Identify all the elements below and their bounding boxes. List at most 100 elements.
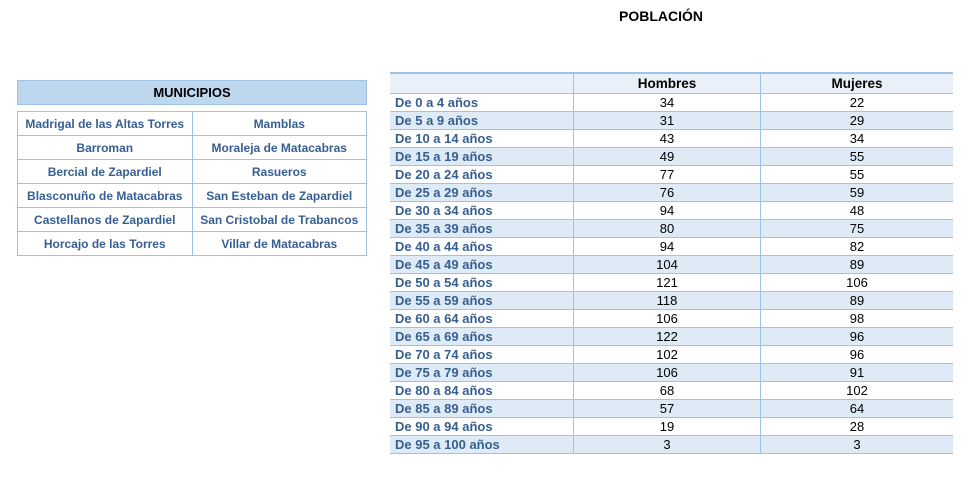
mujeres-value-cell: 98: [760, 310, 953, 327]
mujeres-value-cell: 34: [760, 130, 953, 147]
hombres-value-cell: 49: [573, 148, 760, 165]
mujeres-value-cell: 28: [760, 418, 953, 435]
hombres-value-cell: 77: [573, 166, 760, 183]
age-row: De 25 a 29 años 76 59: [390, 184, 953, 202]
age-label-cell: De 0 a 4 años: [395, 95, 479, 110]
age-row: De 30 a 34 años 94 48: [390, 202, 953, 220]
age-label-cell: De 95 a 100 años: [395, 437, 500, 452]
age-row: De 75 a 79 años 106 91: [390, 364, 953, 382]
population-table: Hombres Mujeres De 0 a 4 años 34 22 De 5 a …: [390, 72, 953, 454]
age-label-cell: De 30 a 34 años: [395, 203, 493, 218]
municipality-cell: San Esteban de Zapardiel: [191, 183, 367, 208]
municipality-cell: Moraleja de Matacabras: [191, 135, 367, 160]
municipios-body: Madrigal de las Altas Torres Mamblas Barro…: [17, 111, 367, 256]
mujeres-value-cell: 89: [760, 292, 953, 309]
age-label-cell: De 35 a 39 años: [395, 221, 493, 236]
municipality-cell: Barroman: [17, 135, 193, 160]
age-label-cell: De 75 a 79 años: [395, 365, 493, 380]
mujeres-value-cell: 102: [760, 382, 953, 399]
municipality-cell: Villar de Matacabras: [191, 231, 367, 256]
age-label-cell: De 40 a 44 años: [395, 239, 493, 254]
age-row: De 65 a 69 años 122 96: [390, 328, 953, 346]
municipios-row: Blasconuño de Matacabras San Esteban de Z…: [17, 183, 367, 208]
hombres-value-cell: 118: [573, 292, 760, 309]
mujeres-value-cell: 29: [760, 112, 953, 129]
mujeres-value-cell: 96: [760, 346, 953, 363]
hombres-value-cell: 43: [573, 130, 760, 147]
hombres-value-cell: 34: [573, 94, 760, 111]
municipios-header: MUNICIPIOS: [17, 80, 367, 105]
mujeres-value-cell: 106: [760, 274, 953, 291]
municipios-row: Barroman Moraleja de Matacabras: [17, 135, 367, 160]
age-row: De 70 a 74 años 102 96: [390, 346, 953, 364]
age-row: De 80 a 84 años 68 102: [390, 382, 953, 400]
age-label-cell: De 90 a 94 años: [395, 419, 493, 434]
hombres-value-cell: 57: [573, 400, 760, 417]
age-row: De 55 a 59 años 118 89: [390, 292, 953, 310]
age-label-cell: De 55 a 59 años: [395, 293, 493, 308]
age-label-cell: De 85 a 89 años: [395, 401, 493, 416]
municipios-row: Madrigal de las Altas Torres Mamblas: [17, 111, 367, 136]
municipality-cell: Bercial de Zapardiel: [17, 159, 193, 184]
mujeres-value-cell: 82: [760, 238, 953, 255]
age-row: De 95 a 100 años 3 3: [390, 436, 953, 454]
hombres-value-cell: 94: [573, 202, 760, 219]
age-row: De 40 a 44 años 94 82: [390, 238, 953, 256]
age-row: De 60 a 64 años 106 98: [390, 310, 953, 328]
age-row: De 5 a 9 años 31 29: [390, 112, 953, 130]
age-row: De 20 a 24 años 77 55: [390, 166, 953, 184]
mujeres-value-cell: 89: [760, 256, 953, 273]
hombres-value-cell: 102: [573, 346, 760, 363]
mujeres-value-cell: 22: [760, 94, 953, 111]
mujeres-value-cell: 55: [760, 148, 953, 165]
hombres-value-cell: 122: [573, 328, 760, 345]
hombres-value-cell: 19: [573, 418, 760, 435]
hombres-value-cell: 94: [573, 238, 760, 255]
municipality-cell: Blasconuño de Matacabras: [17, 183, 193, 208]
population-rows: De 0 a 4 años 34 22 De 5 a 9 años 31 29 De 10 …: [390, 94, 953, 454]
municipality-cell: Horcajo de las Torres: [17, 231, 193, 256]
age-label-cell: De 15 a 19 años: [395, 149, 493, 164]
hombres-value-cell: 121: [573, 274, 760, 291]
age-row: De 15 a 19 años 49 55: [390, 148, 953, 166]
hombres-value-cell: 106: [573, 364, 760, 381]
municipality-cell: Rasueros: [191, 159, 367, 184]
hombres-value-cell: 31: [573, 112, 760, 129]
hombres-value-cell: 68: [573, 382, 760, 399]
mujeres-value-cell: 59: [760, 184, 953, 201]
hombres-value-cell: 76: [573, 184, 760, 201]
age-label-cell: De 50 a 54 años: [395, 275, 493, 290]
age-label-cell: De 70 a 74 años: [395, 347, 493, 362]
mujeres-value-cell: 48: [760, 202, 953, 219]
mujeres-value-cell: 64: [760, 400, 953, 417]
mujeres-value-cell: 55: [760, 166, 953, 183]
age-label-cell: De 45 a 49 años: [395, 257, 493, 272]
hombres-value-cell: 3: [573, 436, 760, 453]
municipality-cell: Castellanos de Zapardiel: [17, 207, 193, 232]
mujeres-value-cell: 3: [760, 436, 953, 453]
age-row: De 10 a 14 años 43 34: [390, 130, 953, 148]
page-title: POBLACIÓN: [619, 8, 703, 24]
col-header-hombres: Hombres: [573, 74, 760, 93]
col-header-mujeres: Mujeres: [760, 74, 953, 93]
empty-header-cell: [390, 74, 573, 93]
municipios-table: MUNICIPIOS Madrigal de las Altas Torres M…: [17, 80, 367, 256]
age-label-cell: De 80 a 84 años: [395, 383, 493, 398]
mujeres-value-cell: 96: [760, 328, 953, 345]
age-label-cell: De 25 a 29 años: [395, 185, 493, 200]
age-label-cell: De 5 a 9 años: [395, 113, 479, 128]
municipios-row: Bercial de Zapardiel Rasueros: [17, 159, 367, 184]
age-label-cell: De 60 a 64 años: [395, 311, 493, 326]
age-label-cell: De 20 a 24 años: [395, 167, 493, 182]
municipality-cell: Madrigal de las Altas Torres: [17, 111, 193, 136]
hombres-value-cell: 80: [573, 220, 760, 237]
municipality-cell: San Cristobal de Trabancos: [191, 207, 367, 232]
municipios-row: Horcajo de las Torres Villar de Matacabra…: [17, 231, 367, 256]
population-header-row: Hombres Mujeres: [390, 74, 953, 94]
age-label-cell: De 10 a 14 años: [395, 131, 493, 146]
age-label-cell: De 65 a 69 años: [395, 329, 493, 344]
age-row: De 50 a 54 años 121 106: [390, 274, 953, 292]
age-row: De 85 a 89 años 57 64: [390, 400, 953, 418]
age-row: De 90 a 94 años 19 28: [390, 418, 953, 436]
